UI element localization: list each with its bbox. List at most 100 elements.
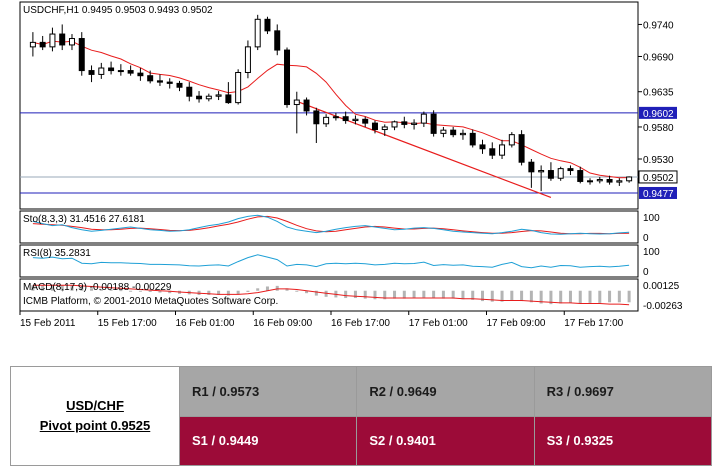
candle [459, 129, 466, 140]
candle-body [616, 180, 623, 183]
candle [303, 97, 310, 116]
candle-body [156, 80, 163, 83]
macd-histogram-bar [363, 290, 367, 299]
candle [479, 139, 486, 154]
time-tick-label: 16 Feb 17:00 [331, 318, 390, 329]
r3-cell: R3 / 0.9697 [533, 366, 713, 417]
macd-histogram-bar [549, 290, 553, 305]
macd-histogram-bar [80, 287, 84, 291]
price-tick-label: 0.9580 [643, 123, 674, 134]
candle [352, 115, 359, 125]
candle [98, 62, 105, 79]
candle-body [264, 18, 271, 32]
candle-body [362, 118, 369, 124]
macd-histogram-bar [256, 288, 260, 291]
candle [59, 24, 66, 51]
macd-histogram-bar [129, 290, 133, 292]
time-tick-label: 16 Feb 09:00 [253, 318, 312, 329]
candle [78, 32, 85, 76]
candle [606, 175, 613, 185]
candle [626, 176, 633, 183]
candle [362, 116, 369, 127]
panel-frame-sto [19, 210, 639, 244]
candle-body [78, 38, 85, 72]
price-tick-label: 0.9635 [643, 88, 674, 99]
support-row: S1 / 0.9449 S2 / 0.9401 S3 / 0.9325 [11, 415, 713, 466]
candle [401, 116, 408, 129]
candle [284, 47, 291, 108]
rsi-tick-label: 100 [643, 247, 660, 258]
candle [49, 27, 56, 52]
candle [557, 166, 564, 181]
candle-body [323, 116, 330, 125]
time-tick-label: 15 Feb 2011 [20, 318, 76, 329]
candle [567, 165, 574, 176]
candle-body [284, 49, 291, 106]
candle [264, 16, 271, 35]
candle-body [547, 170, 554, 179]
candle [127, 65, 134, 76]
candle [440, 126, 447, 138]
candle-body [137, 72, 144, 77]
candle [489, 142, 496, 160]
candle [88, 65, 95, 83]
candle [29, 32, 36, 57]
macd-histogram-bar [559, 290, 563, 304]
candle-body [489, 148, 496, 156]
candle-body [108, 67, 115, 72]
candle [342, 111, 349, 124]
candle-body [450, 129, 457, 136]
current-price-label: 0.9502 [643, 173, 674, 184]
macd-histogram-bar [529, 290, 533, 303]
candle [323, 114, 330, 127]
r2-cell: R2 / 0.9649 [356, 366, 535, 417]
candle [528, 159, 535, 188]
price-tick-label: 0.9740 [643, 20, 674, 31]
candle-body [88, 70, 95, 75]
sto-tick-label: 0 [643, 233, 649, 244]
candle-body [293, 99, 300, 106]
candle [235, 69, 242, 105]
chart-canvas: 0.9740 0.9690 0.9635 0.9580 0.9530 0.9502 0.96… [19, 1, 683, 329]
candle-body [391, 121, 398, 128]
candle-body [176, 82, 183, 88]
candle-body [147, 75, 154, 82]
macd-histogram-bar [598, 290, 602, 303]
candle-body [371, 122, 378, 131]
candle [547, 162, 554, 181]
macd-histogram-bar [119, 290, 123, 292]
candle-body [430, 113, 437, 134]
macd-histogram-bar [285, 288, 289, 291]
candle-body [596, 179, 603, 182]
s2-cell: S2 / 0.9401 [356, 415, 535, 466]
level-label: 0.9477 [643, 189, 674, 200]
candle [166, 78, 173, 89]
macd-histogram-bar [207, 290, 211, 295]
candle-body [567, 168, 574, 172]
candle-body [254, 18, 261, 48]
candle-body [352, 118, 359, 122]
pair-label: USD/CHF [66, 398, 124, 413]
r1-cell: R1 / 0.9573 [178, 366, 358, 417]
macd-histogram-bar [412, 290, 416, 299]
rsi-line [32, 254, 630, 269]
rsi-label: RSI(8) 35.2831 [23, 248, 91, 259]
candle [371, 120, 378, 134]
candle-body [479, 144, 486, 150]
macd-histogram-bar [236, 290, 240, 295]
candle-body [469, 132, 476, 146]
candle-body [528, 161, 535, 173]
candle-body [411, 122, 418, 125]
candle-body [420, 113, 427, 124]
candle [508, 132, 515, 148]
candle [616, 178, 623, 186]
candle [108, 61, 115, 75]
s1-cell: S1 / 0.9449 [178, 415, 358, 466]
candle [137, 68, 144, 81]
pivot-point-label: Pivot point 0.9525 [39, 418, 151, 433]
stochastic-label: Sto(8,3,3) 31.4516 27.6181 [23, 214, 145, 225]
resistance-row: USD/CHF Pivot point 0.9525 R1 / 0.9573 R… [10, 366, 713, 466]
candle-body [225, 94, 232, 104]
candle-body [59, 33, 66, 46]
candle-body [587, 180, 594, 183]
